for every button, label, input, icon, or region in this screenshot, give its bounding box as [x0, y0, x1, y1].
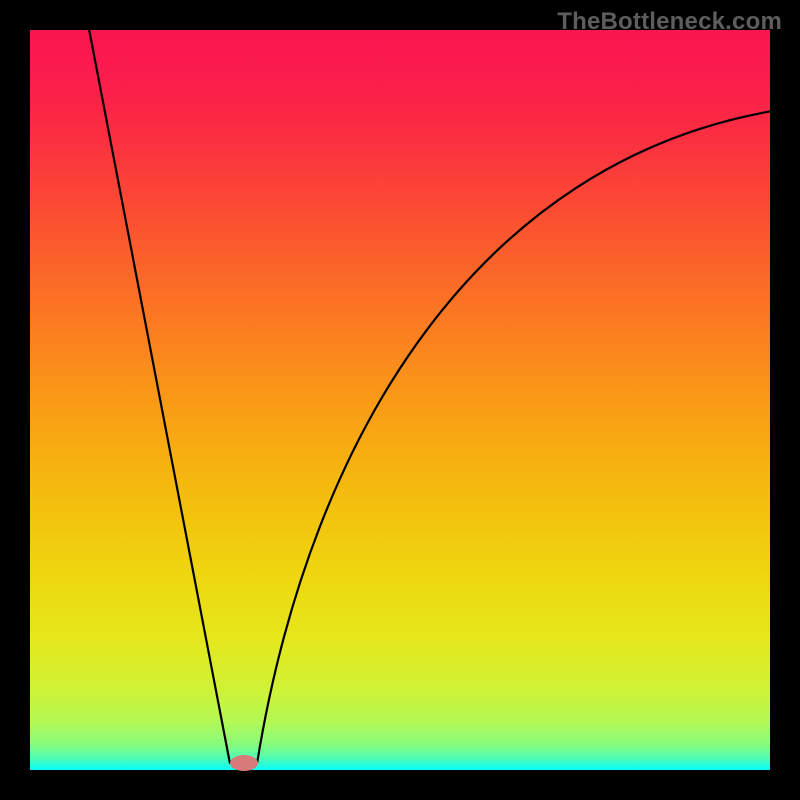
chart-container: TheBottleneck.com	[0, 0, 800, 800]
watermark-label: TheBottleneck.com	[557, 8, 782, 36]
optimum-marker	[230, 755, 258, 771]
bottleneck-curve	[30, 30, 770, 770]
chart-frame	[30, 30, 770, 770]
